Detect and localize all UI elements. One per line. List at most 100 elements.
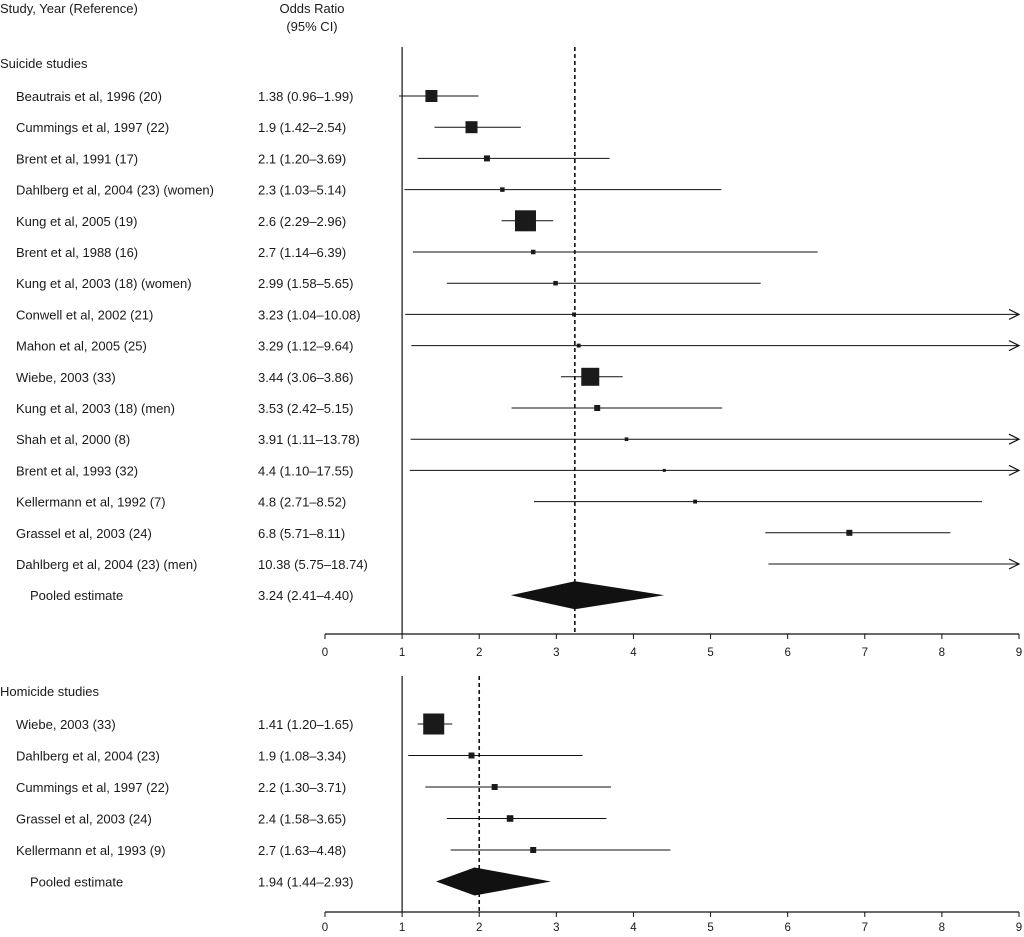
study-label: Kellermann et al, 1992 (7) — [16, 495, 166, 510]
study-row: Wiebe, 2003 (33) 3.44 (3.06–3.86) — [16, 367, 623, 386]
x-tick-label: 0 — [322, 647, 328, 659]
x-tick-label: 8 — [939, 647, 945, 659]
study-label: Kung et al, 2003 (18) (women) — [16, 276, 192, 291]
odds-ratio-ci: 6.8 (5.71–8.11) — [258, 526, 345, 541]
x-tick-label: 1 — [399, 922, 405, 934]
odds-ratio-ci: 4.8 (2.71–8.52) — [258, 495, 346, 510]
study-label: Cummings et al, 1997 (22) — [16, 780, 169, 795]
x-tick-label: 9 — [1016, 922, 1022, 934]
study-row: Beautrais et al, 1996 (20) 1.38 (0.96–1.9… — [16, 89, 479, 104]
study-row: Grassel et al, 2003 (24) 6.8 (5.71–8.11) — [16, 526, 951, 541]
x-tick-label: 1 — [399, 647, 405, 659]
pooled-diamond — [436, 867, 551, 896]
point-estimate-square — [465, 121, 478, 134]
odds-ratio-ci: 2.7 (1.63–4.48) — [258, 843, 346, 858]
odds-ratio-ci: 3.29 (1.12–9.64) — [258, 339, 353, 354]
ci-arrow — [1008, 308, 1021, 320]
study-row: Kellermann et al, 1992 (7) 4.8 (2.71–8.52… — [16, 495, 982, 510]
x-tick-label: 6 — [784, 922, 790, 934]
odds-ratio-ci: 2.6 (2.29–2.96) — [258, 214, 346, 229]
study-label: Conwell et al, 2002 (21) — [16, 307, 153, 322]
odds-ratio-ci: 10.38 (5.75–18.74) — [258, 557, 368, 572]
point-estimate-square — [468, 752, 475, 759]
point-estimate-square — [662, 468, 666, 472]
point-estimate-square — [624, 437, 629, 441]
point-estimate-square — [576, 343, 581, 348]
pooled-diamond — [510, 581, 665, 610]
x-tick-label: 8 — [939, 922, 945, 934]
point-estimate-square — [530, 249, 536, 255]
point-estimate-square — [506, 815, 514, 822]
x-tick-label: 3 — [553, 647, 559, 659]
study-label: Beautrais et al, 1996 (20) — [16, 89, 162, 104]
study-label: Kellermann et al, 1993 (9) — [16, 843, 166, 858]
x-tick-label: 7 — [862, 922, 868, 934]
odds-ratio-ci: 2.99 (1.58–5.65) — [258, 276, 353, 291]
point-estimate-square — [491, 784, 498, 790]
point-estimate-square — [693, 499, 698, 504]
x-tick-label: 2 — [476, 922, 482, 934]
study-row: Conwell et al, 2002 (21) 3.23 (1.04–10.08… — [16, 307, 1021, 322]
point-estimate-square — [514, 210, 536, 232]
study-row: Shah et al, 2000 (8) 3.91 (1.11–13.78) — [16, 432, 1021, 447]
section-title: Homicide studies — [0, 684, 99, 699]
pooled-odds-ratio-ci: 1.94 (1.44–2.93) — [258, 875, 353, 890]
study-row: Kellermann et al, 1993 (9) 2.7 (1.63–4.48… — [16, 843, 671, 858]
forest-panel: Homicide studies 0 1 2 3 4 5 6 7 8 9 Wiebe, 2003 (3… — [0, 676, 1022, 934]
study-row: Cummings et al, 1997 (22) 2.2 (1.30–3.71) — [16, 780, 612, 795]
point-estimate-square — [581, 367, 600, 386]
study-row: Dahlberg et al, 2004 (23) 1.9 (1.08–3.34) — [16, 749, 583, 764]
study-row: Cummings et al, 1997 (22) 1.9 (1.42–2.54) — [16, 120, 521, 135]
point-estimate-square — [594, 405, 601, 411]
odds-ratio-ci: 1.9 (1.42–2.54) — [258, 120, 346, 135]
odds-ratio-ci: 3.91 (1.11–13.78) — [258, 432, 360, 447]
pooled-row: Pooled estimate 1.94 (1.44–2.93) — [30, 867, 551, 896]
point-estimate-square — [530, 847, 537, 853]
odds-ratio-ci: 3.53 (2.42–5.15) — [258, 401, 353, 416]
study-row: Mahon et al, 2005 (25) 3.29 (1.12–9.64) — [16, 339, 1021, 354]
study-row: Dahlberg et al, 2004 (23) (men) 10.38 (5.… — [16, 557, 1021, 572]
x-tick-label: 4 — [630, 922, 637, 934]
x-tick-label: 4 — [630, 647, 637, 659]
odds-ratio-ci: 3.44 (3.06–3.86) — [258, 370, 353, 385]
x-tick-label: 2 — [476, 647, 482, 659]
ci-arrow — [1008, 433, 1021, 445]
study-label: Dahlberg et al, 2004 (23) — [16, 749, 160, 764]
ci-column-header: (95% CI) — [286, 19, 337, 34]
point-estimate-square — [425, 90, 438, 102]
study-column-header: Study, Year (Reference) — [0, 1, 138, 16]
odds-ratio-ci: 2.7 (1.14–6.39) — [258, 245, 346, 260]
odds-ratio-ci: 4.4 (1.10–17.55) — [258, 463, 353, 478]
forest-panel: Suicide studies 0 1 2 3 4 5 6 7 8 9 Beautrais et al… — [0, 47, 1022, 659]
point-estimate-square — [483, 155, 490, 162]
odds-ratio-ci: 3.23 (1.04–10.08) — [258, 307, 361, 322]
study-label: Dahlberg et al, 2004 (23) (men) — [16, 557, 197, 572]
study-row: Kung et al, 2003 (18) (women) 2.99 (1.58–… — [16, 276, 761, 291]
point-estimate-square — [572, 312, 577, 317]
study-label: Grassel et al, 2003 (24) — [16, 526, 152, 541]
x-tick-label: 3 — [553, 922, 559, 934]
study-row: Wiebe, 2003 (33) 1.41 (1.20–1.65) — [16, 713, 453, 735]
study-label: Dahlberg et al, 2004 (23) (women) — [16, 183, 214, 198]
x-tick-label: 0 — [322, 922, 328, 934]
study-row: Grassel et al, 2003 (24) 2.4 (1.58–3.65) — [16, 812, 607, 827]
odds-ratio-column-header: Odds Ratio — [279, 1, 344, 16]
pooled-odds-ratio-ci: 3.24 (2.41–4.40) — [258, 588, 353, 603]
x-tick-label: 6 — [784, 647, 790, 659]
study-label: Wiebe, 2003 (33) — [16, 717, 116, 732]
point-estimate-square — [846, 529, 853, 536]
pooled-label: Pooled estimate — [30, 588, 123, 603]
forest-panels: Suicide studies 0 1 2 3 4 5 6 7 8 9 Beautrais et al… — [0, 47, 1022, 934]
section-title: Suicide studies — [0, 56, 88, 71]
study-row: Kung et al, 2005 (19) 2.6 (2.29–2.96) — [16, 210, 554, 232]
odds-ratio-ci: 1.38 (0.96–1.99) — [258, 89, 353, 104]
pooled-label: Pooled estimate — [30, 875, 123, 890]
odds-ratio-ci: 2.2 (1.30–3.71) — [258, 780, 346, 795]
study-row: Kung et al, 2003 (18) (men) 3.53 (2.42–5.… — [16, 401, 723, 416]
ci-arrow — [1008, 464, 1021, 476]
point-estimate-square — [500, 187, 505, 192]
pooled-row: Pooled estimate 3.24 (2.41–4.40) — [30, 581, 665, 610]
point-estimate-square — [423, 713, 445, 735]
study-label: Grassel et al, 2003 (24) — [16, 812, 152, 827]
point-estimate-square — [553, 280, 558, 286]
